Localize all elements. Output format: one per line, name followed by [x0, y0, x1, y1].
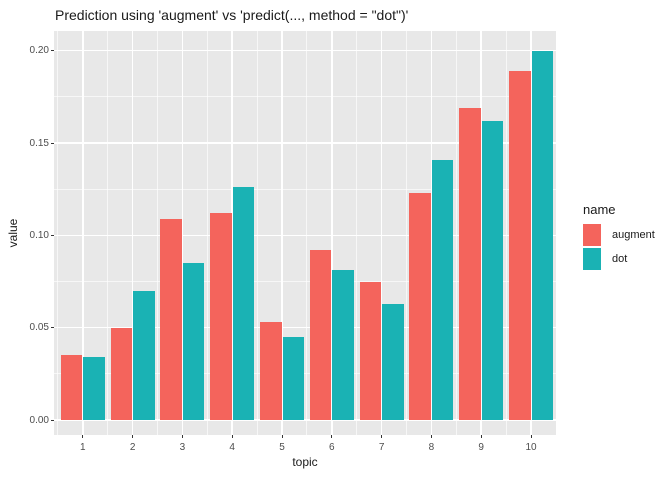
- legend-label-augment: augment: [612, 229, 655, 241]
- bar-dot-topic-6: [332, 270, 354, 420]
- y-tick-label: 0.10: [29, 229, 49, 241]
- x-tick-label: 9: [478, 442, 484, 453]
- bar-augment-topic-10: [509, 71, 531, 420]
- y-tick-label: 0.15: [29, 137, 49, 149]
- gridline-major-vertical: [380, 31, 383, 435]
- x-tick-label: 3: [179, 442, 186, 453]
- x-tick-mark: [480, 435, 482, 438]
- y-tick-mark: [51, 327, 54, 329]
- bar-augment-topic-4: [210, 213, 232, 420]
- x-tick-mark: [231, 435, 233, 438]
- y-tick-label: 0.20: [29, 45, 49, 57]
- gridline-major-vertical: [231, 31, 233, 435]
- x-axis-title: topic: [292, 455, 318, 469]
- bar-dot-topic-3: [182, 263, 205, 420]
- bar-augment-topic-2: [110, 327, 133, 420]
- y-axis-title: value: [6, 218, 20, 248]
- bar-dot-topic-10: [531, 50, 553, 420]
- bar-dot-topic-7: [382, 303, 404, 420]
- gridline-major-vertical: [430, 31, 433, 435]
- x-tick-mark: [82, 435, 84, 438]
- legend-swatch-augment: [583, 224, 601, 246]
- gridline-major-vertical: [331, 31, 333, 435]
- bar-augment-topic-3: [160, 218, 182, 420]
- gridline-major-horizontal: [54, 326, 556, 329]
- legend-label-dot: dot: [612, 253, 628, 265]
- gridline-major-vertical: [131, 31, 134, 435]
- gridline-major-horizontal: [54, 49, 556, 52]
- gridline-major-vertical: [281, 31, 283, 435]
- bar-dot-topic-1: [83, 357, 105, 420]
- bar-dot-topic-8: [431, 159, 454, 420]
- gridline-minor-vertical: [107, 31, 109, 435]
- bar-augment-topic-6: [309, 250, 332, 420]
- gridline-minor-vertical: [455, 31, 457, 435]
- x-tick-mark: [530, 435, 532, 438]
- y-tick-label: 0.00: [29, 414, 49, 426]
- x-tick-mark: [181, 435, 183, 438]
- gridline-minor-horizontal: [54, 281, 556, 283]
- bar-dot-topic-4: [232, 187, 255, 420]
- gridline-minor-vertical: [256, 31, 258, 435]
- gridline-minor-vertical: [505, 31, 507, 435]
- legend-item-dot: dot: [583, 248, 655, 270]
- bar-augment-topic-5: [260, 322, 282, 420]
- x-tick-label: 2: [129, 442, 136, 453]
- bar-dot-topic-9: [481, 120, 504, 420]
- bar-dot-topic-2: [133, 290, 155, 420]
- bar-augment-topic-1: [60, 355, 83, 420]
- gridline-minor-vertical: [157, 31, 158, 435]
- legend-items: augment dot: [583, 224, 655, 270]
- legend: name augment dot: [583, 202, 655, 272]
- x-tick-mark: [132, 435, 134, 438]
- y-tick-mark: [51, 50, 54, 52]
- x-tick-label: 5: [279, 442, 285, 453]
- gridline-major-horizontal: [54, 419, 556, 421]
- gridline-minor-vertical: [206, 31, 208, 435]
- gridline-major-horizontal: [54, 142, 556, 144]
- x-tick-label: 4: [229, 442, 235, 453]
- gridline-minor-vertical: [356, 31, 358, 435]
- gridline-minor-vertical: [406, 31, 407, 435]
- bar-augment-topic-9: [459, 107, 481, 420]
- y-tick-mark: [51, 419, 54, 421]
- gridline-major-horizontal: [54, 234, 556, 237]
- y-tick-mark: [51, 234, 54, 236]
- x-tick-label: 10: [525, 442, 537, 453]
- gridline-minor-horizontal: [54, 96, 556, 98]
- y-tick-label: 0.05: [29, 322, 49, 334]
- x-tick-mark: [381, 435, 383, 438]
- legend-title: name: [583, 202, 616, 217]
- gridline-major-vertical: [181, 31, 184, 435]
- x-tick-mark: [331, 435, 333, 438]
- gridline-major-vertical: [480, 31, 482, 435]
- chart-title: Prediction using 'augment' vs 'predict(.…: [55, 7, 409, 23]
- plot-panel: [54, 31, 556, 435]
- x-tick-label: 1: [80, 442, 86, 453]
- bar-augment-topic-8: [409, 192, 431, 420]
- legend-item-augment: augment: [583, 224, 655, 246]
- x-tick-mark: [281, 435, 283, 438]
- gridline-minor-horizontal: [54, 373, 556, 375]
- x-tick-label: 8: [428, 442, 435, 453]
- legend-swatch-dot: [583, 248, 601, 270]
- gridline-minor-vertical: [57, 31, 59, 435]
- gridline-major-vertical: [530, 31, 532, 435]
- y-tick-mark: [51, 142, 54, 144]
- bar-augment-topic-7: [359, 281, 382, 420]
- x-tick-label: 6: [329, 442, 335, 453]
- gridline-minor-vertical: [306, 31, 308, 435]
- gridline-minor-horizontal: [54, 188, 556, 190]
- bar-dot-topic-5: [282, 336, 304, 420]
- x-tick-label: 7: [378, 442, 385, 453]
- gridline-major-vertical: [82, 31, 84, 435]
- x-tick-mark: [430, 435, 432, 438]
